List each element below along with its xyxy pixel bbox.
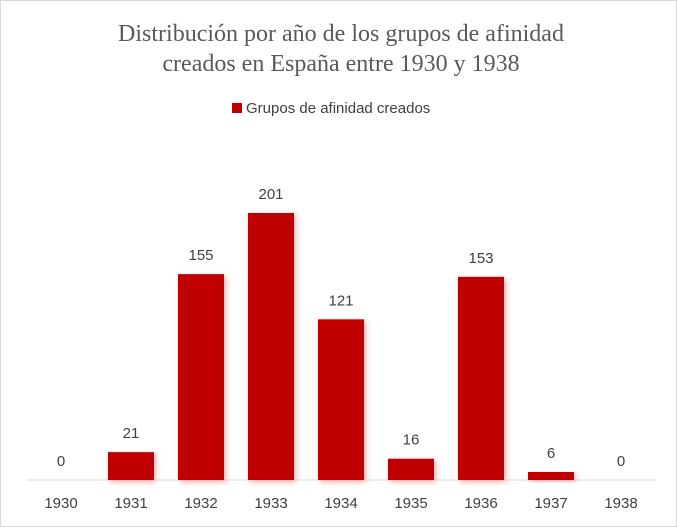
x-tick-1934: 1934 (324, 495, 357, 512)
chart-title-line-2: creados en España entre 1930 y 1938 (162, 51, 519, 77)
x-tick-1938: 1938 (604, 495, 637, 512)
legend-label: Grupos de afinidad creados (246, 100, 430, 117)
x-tick-1936: 1936 (464, 495, 497, 512)
x-tick-1931: 1931 (114, 495, 147, 512)
data-label-1935: 16 (403, 432, 420, 449)
data-label-1932: 155 (188, 247, 213, 264)
x-tick-1930: 1930 (44, 495, 77, 512)
data-labels-layer: 0 21 155 201 121 16 153 6 0 (57, 186, 625, 470)
x-tick-1933: 1933 (254, 495, 287, 512)
chart-title-line-1: Distribución por año de los grupos de af… (118, 21, 564, 47)
bar-1933 (248, 213, 294, 480)
bar-1934 (318, 319, 364, 480)
x-tick-1935: 1935 (394, 495, 427, 512)
data-label-1933: 201 (258, 186, 283, 203)
x-tick-1932: 1932 (184, 495, 217, 512)
legend-swatch (232, 103, 242, 113)
data-label-1931: 21 (123, 425, 140, 442)
bar-1932 (178, 274, 224, 480)
data-label-1938: 0 (617, 453, 625, 470)
bar-1936 (458, 276, 504, 480)
bar-1935 (388, 458, 434, 480)
data-label-1930: 0 (57, 453, 65, 470)
bar-1931 (108, 452, 154, 480)
bars-layer (108, 213, 574, 480)
data-label-1934: 121 (328, 292, 353, 309)
x-tick-labels: 1930 1931 1932 1933 1934 1935 1936 1937 1938 (44, 495, 637, 512)
x-tick-1937: 1937 (534, 495, 567, 512)
data-label-1936: 153 (468, 250, 493, 267)
data-label-1937: 6 (547, 445, 555, 462)
bar-1937 (528, 472, 574, 480)
